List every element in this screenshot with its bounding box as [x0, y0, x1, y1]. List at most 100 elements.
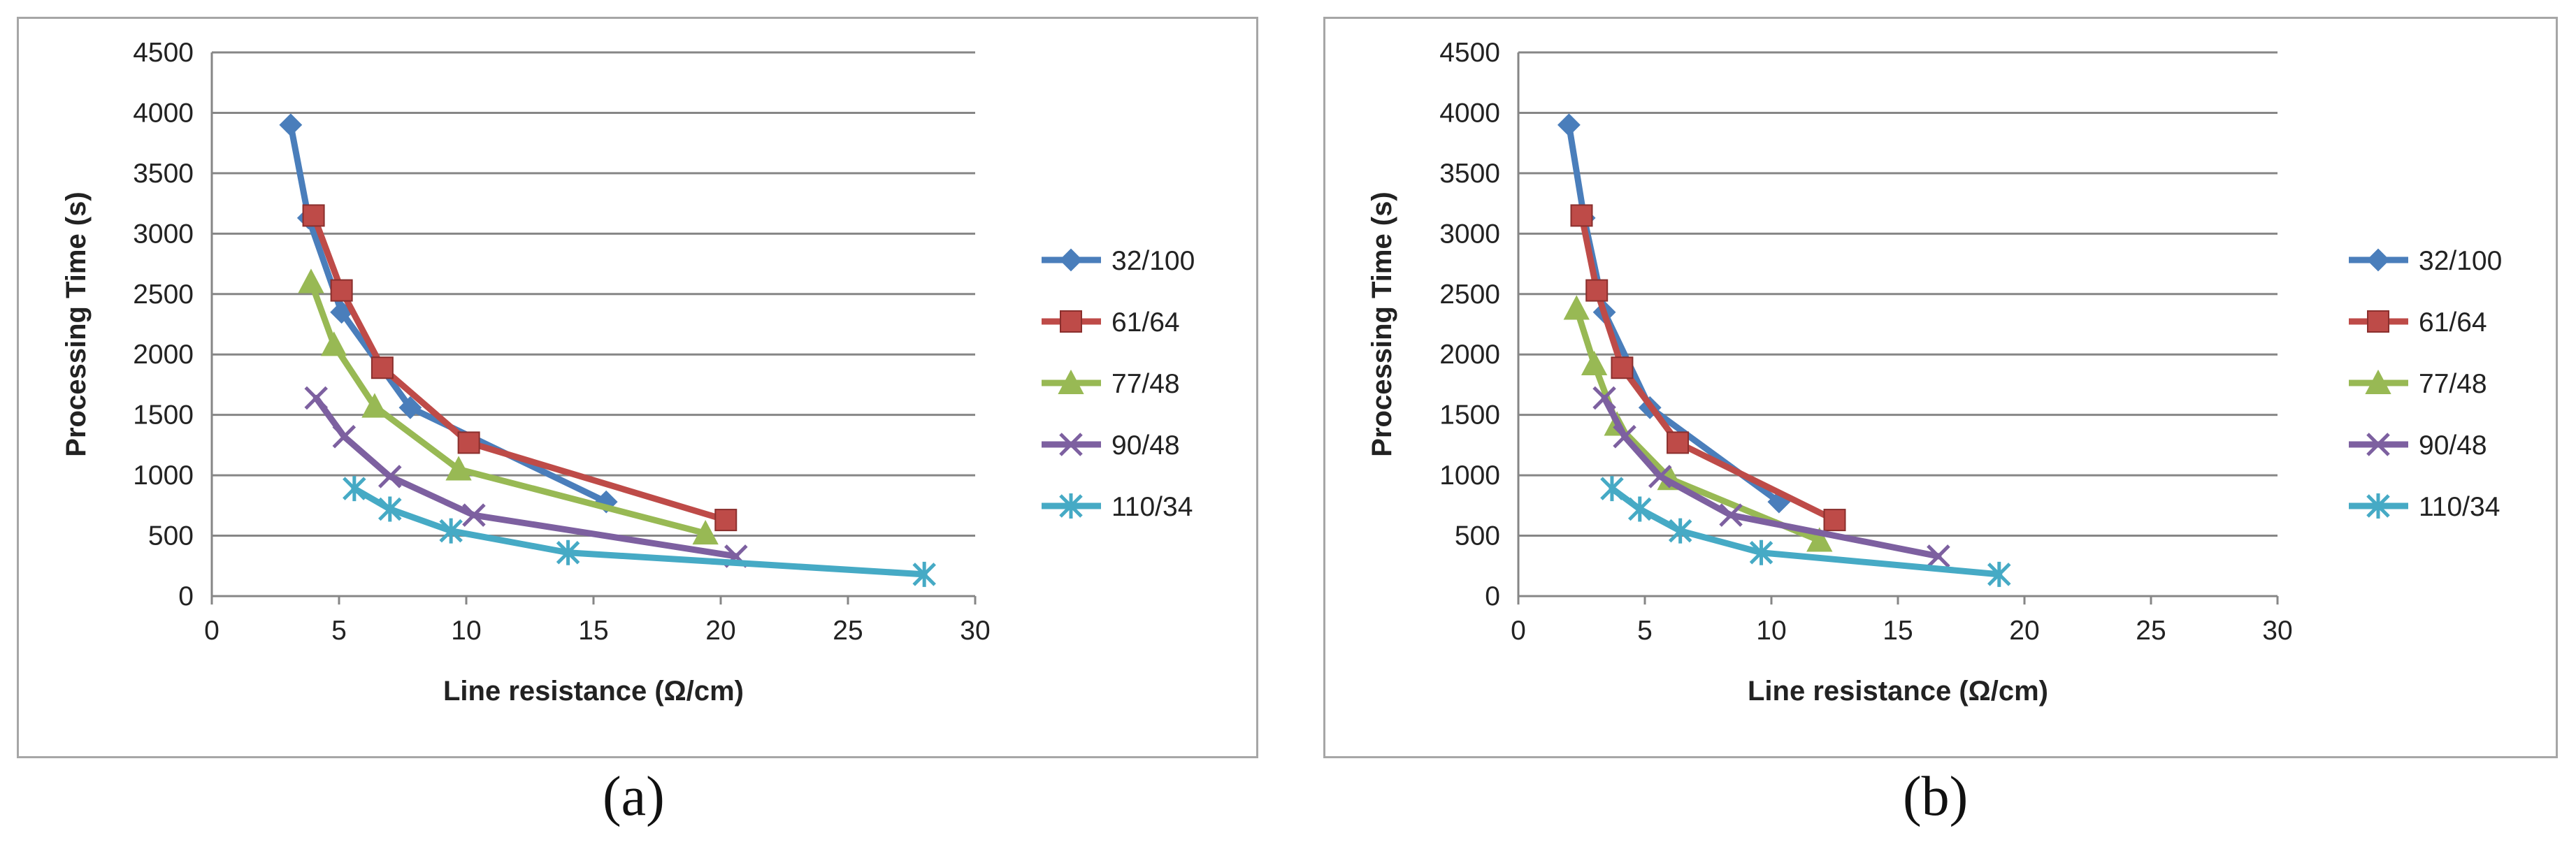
- legend-label: 90/48: [2419, 430, 2487, 461]
- y-axis-title: Processing Time (s): [61, 191, 92, 456]
- series-90-48: [1592, 386, 1950, 568]
- y-tick-label: 500: [1455, 521, 1500, 551]
- data-point: [1592, 386, 1616, 410]
- data-point: [1987, 561, 2011, 587]
- y-axis-title: Processing Time (s): [1367, 191, 1397, 456]
- data-point: [378, 496, 402, 522]
- data-point: [398, 396, 422, 419]
- chart-panel-a-frame: [17, 17, 1258, 758]
- data-point: [912, 561, 936, 587]
- data-point: [1806, 527, 1833, 552]
- data-point: [1585, 279, 1609, 302]
- legend-marker: [1059, 493, 1083, 519]
- y-tick-label: 2500: [133, 280, 194, 310]
- y-tick-label: 3500: [1439, 159, 1500, 189]
- legend-entry: 110/34: [1042, 492, 1193, 522]
- y-tick-label: 0: [178, 581, 194, 611]
- data-point: [1719, 503, 1743, 527]
- legend-label: 110/34: [1111, 492, 1193, 522]
- data-point: [445, 456, 472, 481]
- x-tick-label: 30: [2262, 616, 2292, 646]
- y-tick-label: 3000: [133, 219, 194, 249]
- data-point: [1557, 113, 1581, 137]
- y-tick-label: 3500: [133, 159, 194, 189]
- data-point: [304, 386, 329, 410]
- data-point: [1927, 544, 1950, 568]
- data-point: [279, 113, 303, 137]
- y-tick-label: 2000: [133, 340, 194, 370]
- y-tick-label: 1500: [1439, 400, 1500, 430]
- data-point: [361, 393, 388, 418]
- legend-entry: 90/48: [2349, 430, 2487, 461]
- x-tick-label: 30: [960, 616, 990, 646]
- legend-entry: 32/100: [1042, 246, 1195, 276]
- legend-marker: [1059, 433, 1083, 456]
- series-110-34: [1600, 476, 2011, 587]
- data-point: [1581, 350, 1608, 376]
- x-tick-label: 10: [451, 616, 481, 646]
- x-tick-label: 10: [1756, 616, 1786, 646]
- legend-marker: [1058, 369, 1084, 394]
- y-tick-label: 4500: [133, 38, 194, 68]
- series-61-64: [302, 204, 737, 532]
- data-point: [439, 518, 463, 544]
- x-tick-label: 5: [1637, 616, 1653, 646]
- x-tick-label: 15: [1883, 616, 1913, 646]
- chart-b: 0 500 1000 1500 2000 2500 3000 3500 4000 4500 0 5 10…: [1367, 38, 2502, 707]
- data-point: [714, 509, 737, 532]
- x-tick-label: 0: [204, 616, 220, 646]
- data-point: [556, 540, 580, 565]
- legend-label: 90/48: [1111, 430, 1180, 461]
- y-tick-label: 1000: [133, 461, 194, 491]
- data-point: [1648, 465, 1672, 488]
- data-point: [1668, 518, 1692, 544]
- legend-marker: [2365, 369, 2391, 394]
- data-point: [302, 204, 325, 227]
- legend-entry: 110/34: [2349, 492, 2500, 522]
- panel-label-a: (a): [603, 766, 665, 827]
- legend-marker: [2367, 310, 2389, 333]
- y-tick-label: 2000: [1439, 340, 1500, 370]
- data-point: [1667, 431, 1690, 454]
- chart-panel-b-frame: [1323, 17, 2558, 758]
- data-point: [462, 503, 486, 527]
- data-point: [370, 356, 394, 379]
- legend-marker: [2366, 493, 2390, 519]
- legend-entry: 77/48: [2349, 369, 2487, 399]
- data-point: [1627, 496, 1652, 522]
- series-61-64: [1570, 204, 1846, 532]
- data-point: [321, 331, 347, 356]
- y-tick-label: 4000: [1439, 98, 1500, 128]
- series-77-48: [298, 268, 719, 545]
- data-point: [378, 465, 402, 488]
- series-line: [1601, 394, 1942, 560]
- legend-marker: [1060, 310, 1082, 333]
- legend-entry: 90/48: [1042, 430, 1180, 461]
- y-tick-label: 3000: [1439, 219, 1500, 249]
- data-point: [1823, 509, 1846, 532]
- legend-label: 32/100: [1111, 246, 1195, 276]
- y-tick-label: 1500: [133, 400, 194, 430]
- series-77-48: [1563, 295, 1833, 552]
- data-point: [343, 476, 366, 502]
- x-tick-label: 20: [705, 616, 735, 646]
- legend-label: 77/48: [1111, 369, 1180, 399]
- legend-entry: 61/64: [1042, 307, 1180, 338]
- y-tick-label: 4500: [1439, 38, 1500, 68]
- data-point: [692, 519, 719, 545]
- legend-label: 61/64: [2419, 307, 2487, 338]
- legend-entry: 61/64: [2349, 307, 2487, 338]
- x-tick-label: 15: [578, 616, 608, 646]
- x-tick-label: 25: [833, 616, 863, 646]
- data-point: [330, 279, 353, 302]
- x-tick-label: 20: [2009, 616, 2039, 646]
- chart-a: 0 500 1000 1500 2000 2500 3000 3500 4000 4500 0 5 10…: [61, 38, 1195, 707]
- x-axis-title: Line resistance (Ω/cm): [443, 676, 744, 707]
- legend-entry: 77/48: [1042, 369, 1180, 399]
- legend-entry: 32/100: [2349, 246, 2502, 276]
- series-110-34: [343, 476, 936, 587]
- x-tick-label: 0: [1511, 616, 1526, 646]
- x-axis-title: Line resistance (Ω/cm): [1748, 676, 2048, 707]
- x-tick-label: 25: [2136, 616, 2166, 646]
